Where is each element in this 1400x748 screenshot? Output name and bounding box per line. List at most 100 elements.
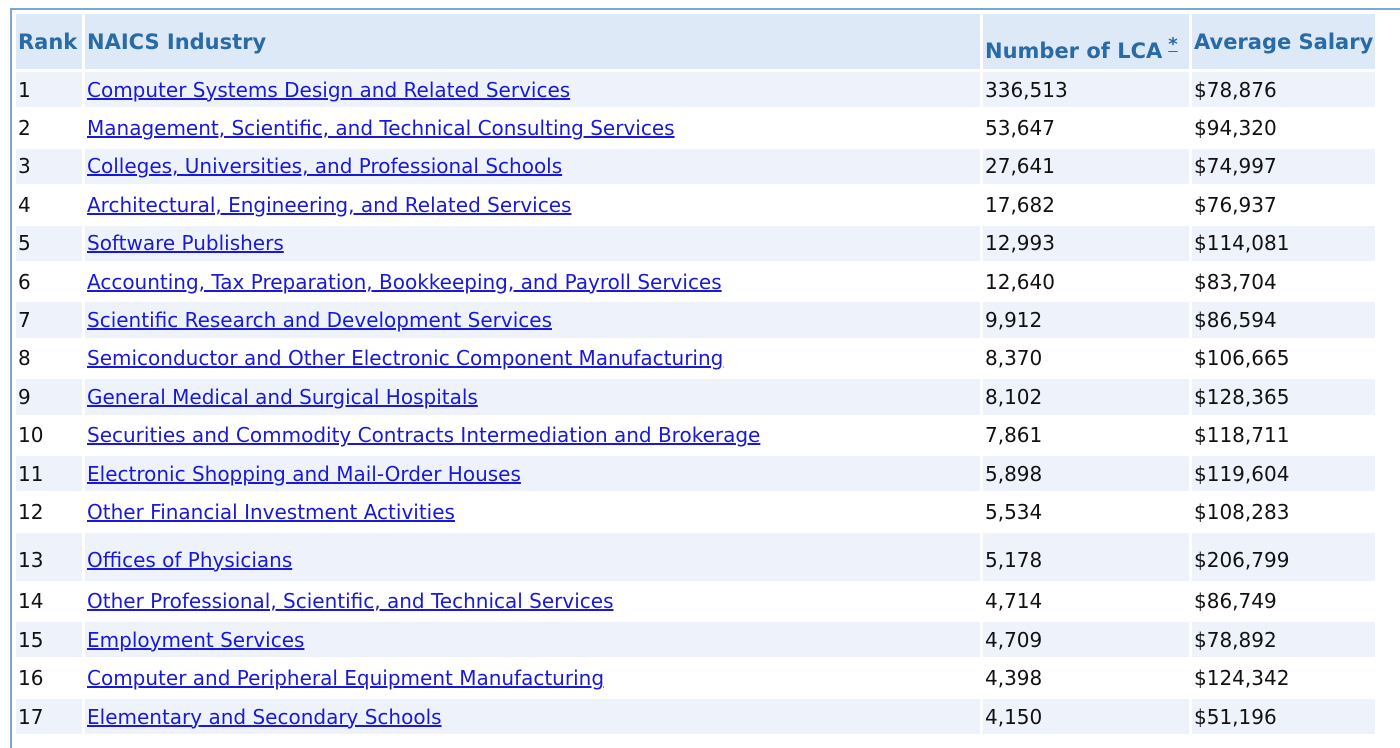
table-frame	[10, 8, 1400, 748]
table-row: 16 Computer and Peripheral Equipment Manu…	[16, 660, 1375, 695]
rank-cell: 9	[16, 379, 82, 415]
industry-link[interactable]: Architectural, Engineering, and Related …	[87, 192, 572, 217]
rank-cell: 4	[18, 192, 31, 217]
rank-cell: 6	[18, 269, 31, 294]
industry-table: Rank NAICS Industry Number of LCA * Avera…	[13, 11, 1378, 737]
industry-cell: Offices of Physicians	[85, 532, 980, 581]
rank-cell: 3	[16, 148, 82, 185]
average-salary-cell: $114,081	[1192, 225, 1376, 261]
table-row: 3 Colleges, Universities, and Professiona…	[16, 148, 1376, 185]
industry-link[interactable]: Computer and Peripheral Equipment Manufa…	[87, 666, 605, 691]
industry-link[interactable]: Computer Systems Design and Related Serv…	[87, 77, 571, 102]
average-salary-cell: $118,711	[1194, 423, 1290, 448]
industry-cell: Securities and Commodity Contracts Inter…	[85, 418, 980, 453]
average-salary-cell: $83,704	[1194, 269, 1277, 294]
lca-count-cell: 12,993	[983, 225, 1189, 261]
average-salary-cell: $78,892	[1192, 622, 1376, 658]
lca-header: Number of LCA *	[983, 14, 1189, 69]
average-salary-cell: $128,365	[1192, 379, 1376, 415]
industry-link[interactable]: General Medical and Surgical Hospitals	[87, 384, 478, 409]
average-salary-cell: $206,799	[1192, 532, 1376, 581]
average-salary-cell: $86,749	[1194, 589, 1277, 614]
average-salary-cell: $86,594	[1192, 302, 1376, 338]
table-row: 9 General Medical and Surgical Hospitals 8…	[16, 379, 1376, 415]
table-row: 6 Accounting, Tax Preparation, Bookkeepin…	[16, 264, 1375, 299]
rank-cell: 1	[16, 72, 82, 108]
industry-cell: Computer and Peripheral Equipment Manufa…	[85, 660, 980, 695]
industry-link[interactable]: Accounting, Tax Preparation, Bookkeeping…	[87, 269, 722, 294]
table-row: 5 Software Publishers 12,993 $114,081	[16, 225, 1376, 261]
lca-count-cell: 8,102	[983, 379, 1189, 415]
header-row: Rank NAICS Industry Number of LCA * Avera…	[16, 14, 1376, 69]
table-row: 13 Offices of Physicians 5,178 $206,799	[16, 532, 1376, 581]
table-row: 1 Computer Systems Design and Related Ser…	[16, 72, 1376, 108]
table-row: 10 Securities and Commodity Contracts Int…	[16, 418, 1375, 453]
industry-cell: General Medical and Surgical Hospitals	[85, 379, 980, 415]
industry-link[interactable]: Other Financial Investment Activities	[87, 499, 455, 524]
rank-cell: 13	[16, 532, 82, 581]
average-salary-cell: $94,320	[1194, 116, 1277, 141]
table-row: 2 Management, Scientific, and Technical C…	[16, 110, 1375, 145]
industry-link[interactable]: Electronic Shopping and Mail-Order House…	[87, 461, 521, 486]
rank-cell: 16	[18, 666, 44, 691]
industry-cell: Architectural, Engineering, and Related …	[85, 187, 980, 222]
industry-link[interactable]: Offices of Physicians	[87, 547, 293, 572]
industry-link[interactable]: Employment Services	[87, 627, 305, 652]
lca-count-cell: 27,641	[983, 148, 1189, 185]
lca-count-cell: 4,150	[983, 698, 1189, 735]
lca-count-cell: 53,647	[985, 116, 1055, 141]
industry-link[interactable]: Securities and Commodity Contracts Inter…	[87, 423, 761, 448]
rank-cell: 14	[18, 589, 44, 614]
lca-count-cell: 5,178	[983, 532, 1189, 581]
lca-count-cell: 4,709	[983, 622, 1189, 658]
average-salary-cell: $124,342	[1194, 666, 1290, 691]
lca-count-cell: 4,398	[985, 666, 1043, 691]
average-salary-cell: $74,997	[1192, 148, 1376, 185]
table-row: 4 Architectural, Engineering, and Related…	[16, 187, 1375, 222]
table-row: 14 Other Professional, Scientific, and Te…	[16, 584, 1375, 619]
lca-count-cell: 5,534	[985, 499, 1043, 524]
rank-cell: 17	[16, 698, 82, 735]
industry-cell: Other Financial Investment Activities	[85, 494, 980, 529]
industry-cell: Computer Systems Design and Related Serv…	[85, 72, 980, 108]
industry-cell: Accounting, Tax Preparation, Bookkeeping…	[85, 264, 980, 299]
table-row: 11 Electronic Shopping and Mail-Order Hou…	[16, 455, 1376, 492]
lca-count-cell: 17,682	[985, 192, 1055, 217]
rank-cell: 8	[18, 346, 31, 371]
lca-count-cell: 4,714	[985, 589, 1043, 614]
rank-cell: 2	[18, 116, 31, 141]
industry-link[interactable]: Colleges, Universities, and Professional…	[87, 154, 563, 179]
lca-count-cell: 5,898	[983, 455, 1189, 492]
industry-cell: Semiconductor and Other Electronic Compo…	[85, 341, 980, 376]
lca-count-cell: 12,640	[985, 269, 1055, 294]
rank-cell: 12	[18, 499, 44, 524]
table-row: 17 Elementary and Secondary Schools 4,150 $…	[16, 698, 1376, 735]
lca-header-label: Number of LCA	[985, 39, 1163, 63]
rank-cell: 11	[16, 455, 82, 492]
lca-footnote-link[interactable]: *	[1168, 34, 1178, 55]
rank-header: Rank	[16, 14, 82, 69]
lca-count-cell: 9,912	[983, 302, 1189, 338]
industry-cell: Software Publishers	[85, 225, 980, 261]
average-salary-cell: $119,604	[1192, 455, 1376, 492]
table-row: 7 Scientific Research and Development Ser…	[16, 302, 1376, 338]
average-salary-cell: $108,283	[1194, 499, 1290, 524]
industry-cell: Management, Scientific, and Technical Co…	[85, 110, 980, 145]
industry-link[interactable]: Elementary and Secondary Schools	[87, 704, 442, 729]
rank-cell: 10	[18, 423, 44, 448]
table-row: 12 Other Financial Investment Activities 5…	[16, 494, 1375, 529]
rank-cell: 5	[16, 225, 82, 261]
salary-header: Average Salary	[1192, 14, 1376, 69]
average-salary-cell: $106,665	[1194, 346, 1290, 371]
industry-link[interactable]: Software Publishers	[87, 231, 284, 256]
industry-link[interactable]: Semiconductor and Other Electronic Compo…	[87, 346, 724, 371]
industry-cell: Scientific Research and Development Serv…	[85, 302, 980, 338]
industry-link[interactable]: Other Professional, Scientific, and Tech…	[87, 589, 614, 614]
average-salary-cell: $51,196	[1192, 698, 1376, 735]
industry-header: NAICS Industry	[85, 14, 980, 69]
industry-cell: Elementary and Secondary Schools	[85, 698, 980, 735]
industry-link[interactable]: Scientific Research and Development Serv…	[87, 308, 552, 333]
industry-cell: Employment Services	[85, 622, 980, 658]
industry-link[interactable]: Management, Scientific, and Technical Co…	[87, 116, 675, 141]
lca-count-cell: 336,513	[983, 72, 1189, 108]
